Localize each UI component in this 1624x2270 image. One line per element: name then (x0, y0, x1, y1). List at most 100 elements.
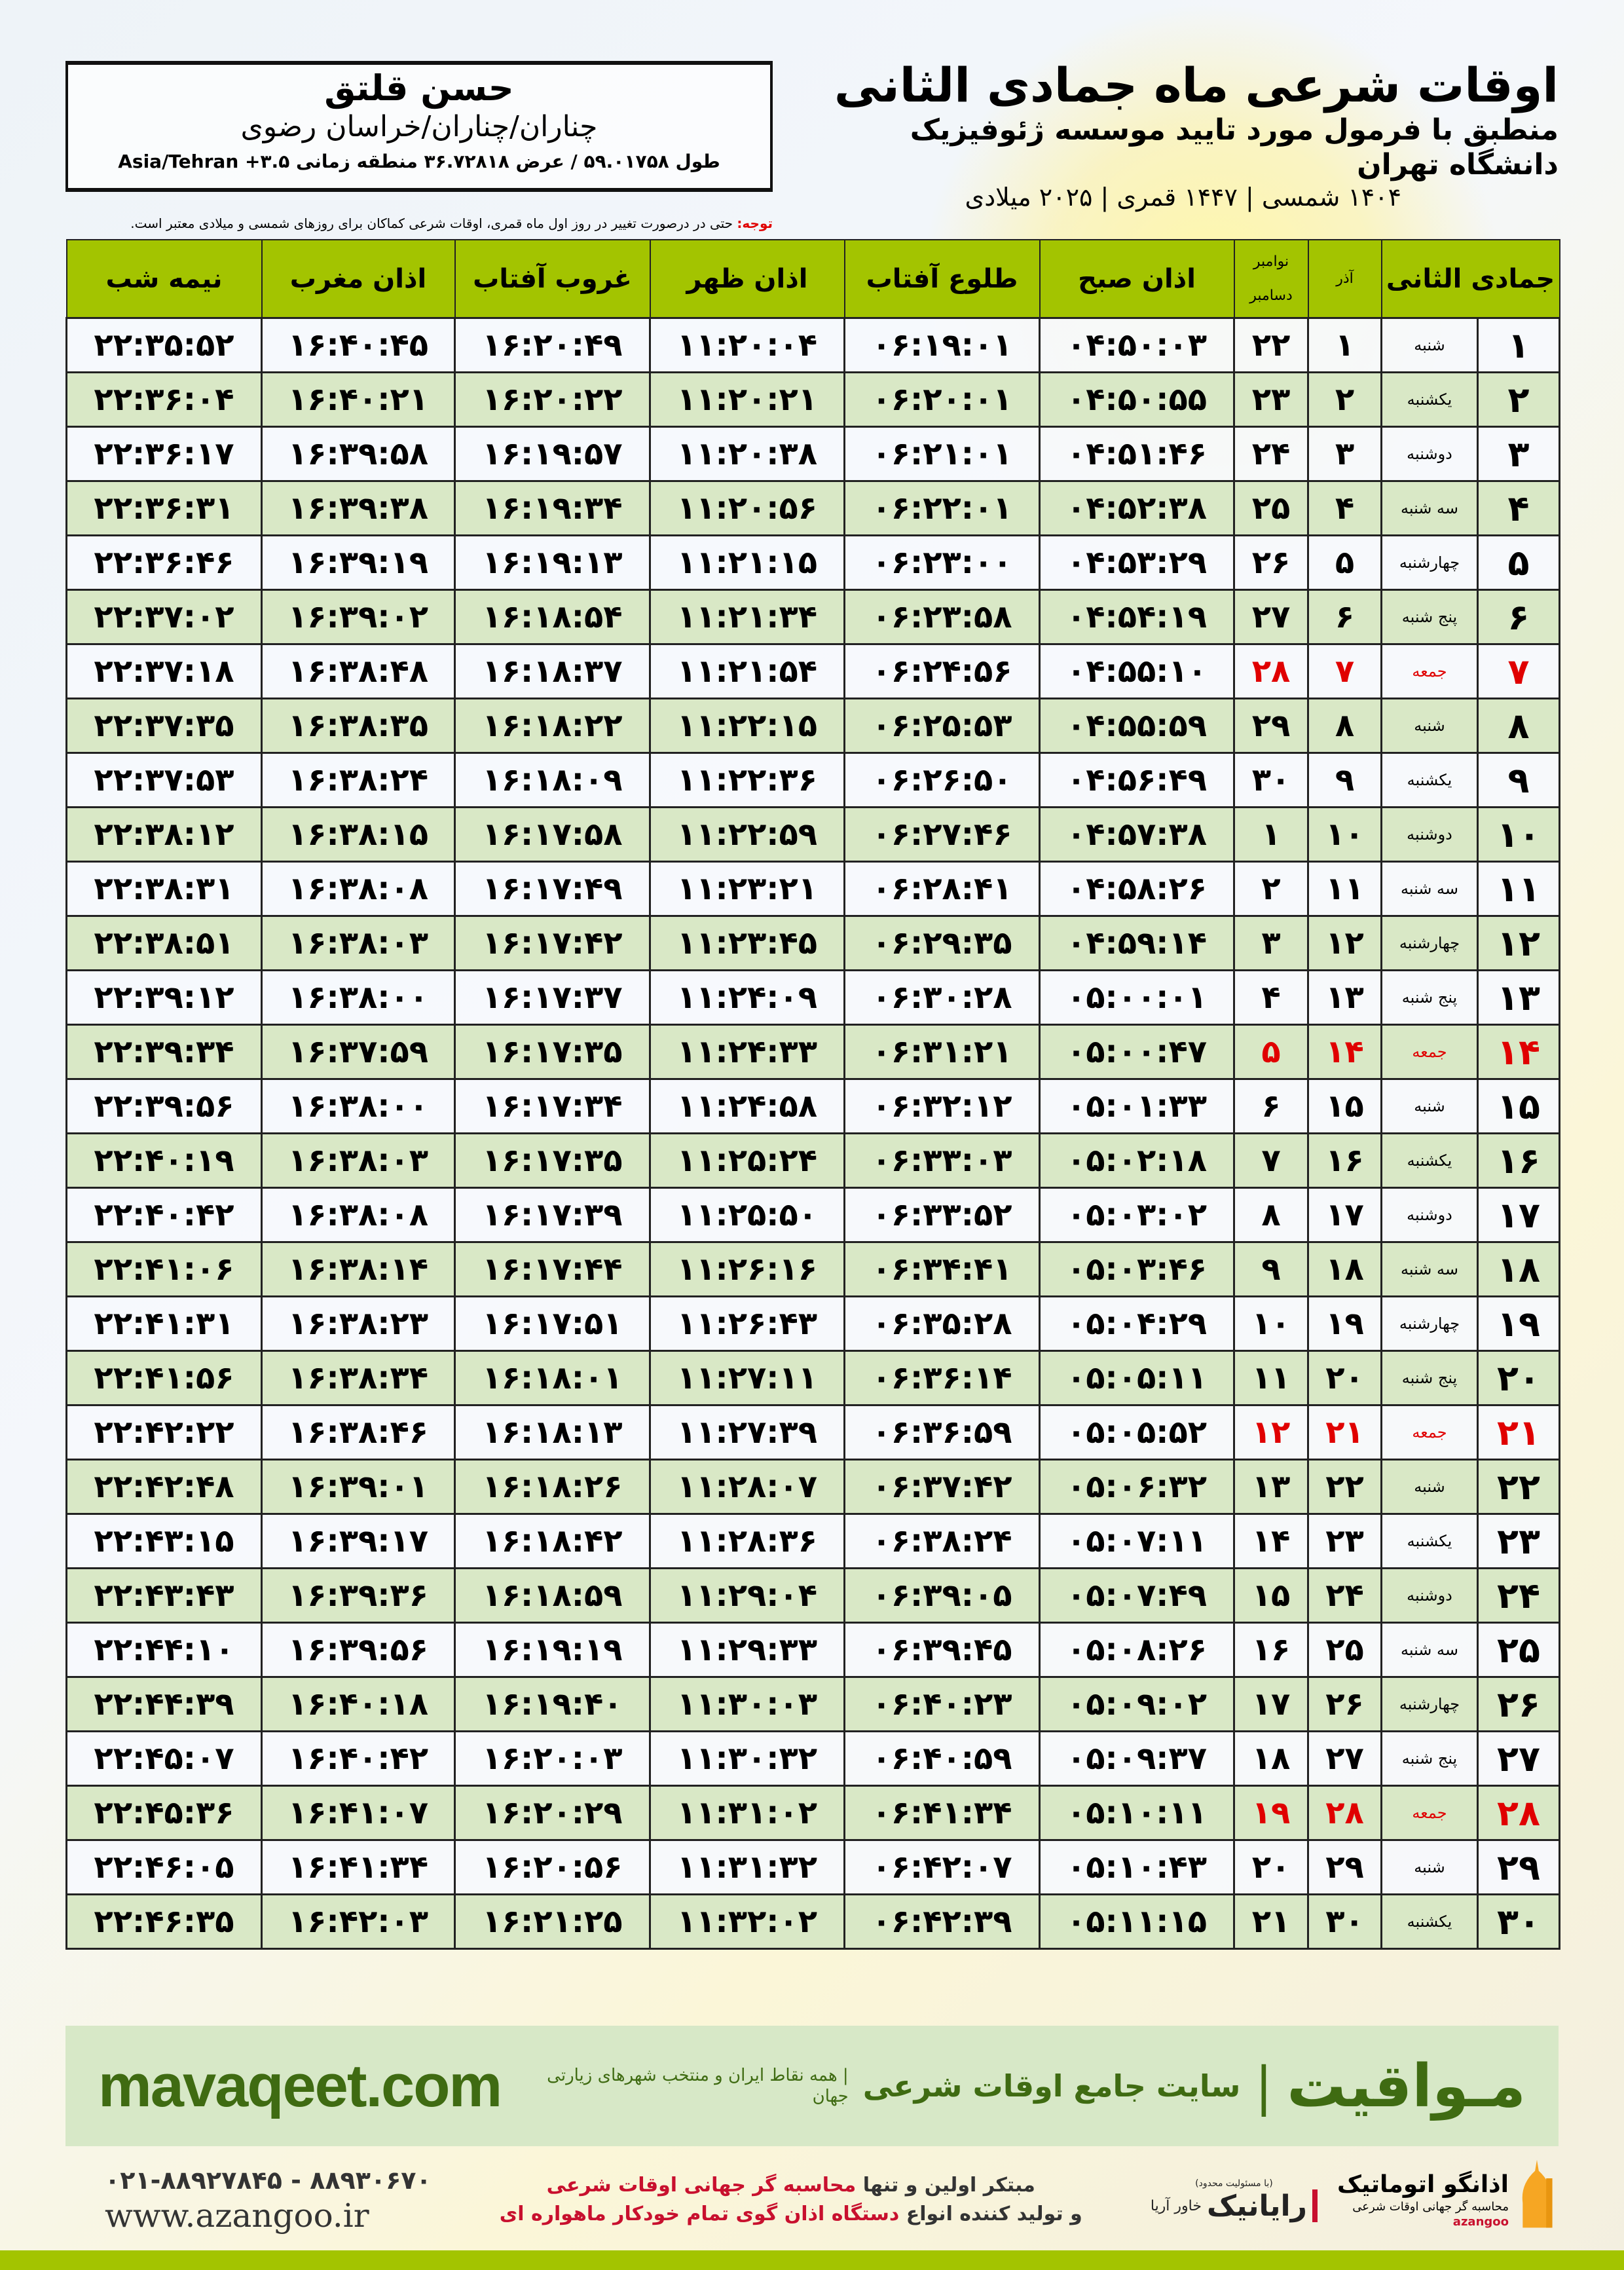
cell-weekday: پنج شنبه (1380, 1350, 1479, 1406)
contact-block: ۰۲۱-۸۸۹۲۷۸۴۵ - ۸۸۹۳۰۶۷۰ www.azangoo.ir (65, 2165, 432, 2235)
cell-dhuhr: ۱۱:۳۰:۳۲ (649, 1730, 845, 1787)
cell-weekday: جمعه (1380, 1404, 1479, 1461)
cell-dhuhr: ۱۱:۲۷:۱۱ (649, 1350, 845, 1406)
cell-azar: ۱۰ (1307, 806, 1382, 863)
cell-maghrib: ۱۶:۴۱:۰۷ (261, 1785, 456, 1841)
cell-midnight: ۲۲:۳۶:۳۱ (65, 480, 263, 536)
cell-sunset: ۱۶:۱۷:۳۴ (454, 1078, 651, 1134)
cell-greg: ۱۰ (1233, 1295, 1309, 1352)
cell-azar: ۵ (1307, 534, 1382, 591)
cell-fajr: ۰۵:۱۱:۱۵ (1039, 1893, 1235, 1950)
cell-sunset: ۱۶:۱۸:۳۷ (454, 643, 651, 699)
cell-sunrise: ۰۶:۲۰:۰۱ (843, 371, 1041, 428)
rayanik-tiny: (با مسئولیت محدود) (1195, 2178, 1273, 2189)
promo-line2-a: و تولید کننده انواع (899, 2203, 1082, 2225)
cell-midnight: ۲۲:۳۶:۱۷ (65, 426, 263, 482)
cell-dhuhr: ۱۱:۲۲:۱۵ (649, 698, 845, 754)
cell-day: ۱۱ (1477, 861, 1560, 917)
phone-numbers: ۰۲۱-۸۸۹۲۷۸۴۵ - ۸۸۹۳۰۶۷۰ (105, 2166, 432, 2195)
cell-fajr: ۰۵:۰۰:۴۷ (1039, 1024, 1235, 1080)
cell-maghrib: ۱۶:۳۸:۰۳ (261, 1132, 456, 1189)
cell-azar: ۱۱ (1307, 861, 1382, 917)
cell-dhuhr: ۱۱:۲۶:۴۳ (649, 1295, 845, 1352)
cell-day: ۱۹ (1477, 1295, 1560, 1352)
cell-day: ۱۵ (1477, 1078, 1560, 1134)
cell-sunrise: ۰۶:۳۶:۱۴ (843, 1350, 1041, 1406)
cell-dhuhr: ۱۱:۲۱:۳۴ (649, 589, 845, 645)
cell-midnight: ۲۲:۴۳:۱۵ (65, 1513, 263, 1569)
cell-day: ۱۲ (1477, 915, 1560, 971)
cell-azar: ۱۲ (1307, 915, 1382, 971)
table-row: ۲۷ پنج شنبه ۲۷ ۱۸ ۰۵:۰۹:۳۷ ۰۶:۴۰:۵۹ ۱۱:۳۰:۳۲ ۱۶… (65, 1730, 1560, 1787)
cell-maghrib: ۱۶:۴۲:۰۳ (261, 1893, 456, 1950)
mosque-dome-icon (1522, 2159, 1553, 2228)
cell-weekday: چهارشنبه (1380, 534, 1479, 591)
cell-midnight: ۲۲:۴۶:۳۵ (65, 1893, 263, 1950)
cell-day: ۹ (1477, 752, 1560, 808)
cell-maghrib: ۱۶:۳۸:۲۴ (261, 752, 456, 808)
cell-azar: ۲ (1307, 371, 1382, 428)
cell-sunrise: ۰۶:۴۲:۰۷ (843, 1839, 1041, 1895)
cell-dhuhr: ۱۱:۲۰:۳۸ (649, 426, 845, 482)
cell-day: ۵ (1477, 534, 1560, 591)
header-maghrib: اذان مغرب (261, 239, 456, 319)
cell-sunset: ۱۶:۱۹:۱۹ (454, 1622, 651, 1678)
table-row: ۲ یکشنبه ۲ ۲۳ ۰۴:۵۰:۵۵ ۰۶:۲۰:۰۱ ۱۱:۲۰:۲۱ ۱۶:۲۰:… (65, 371, 1560, 428)
table-row: ۹ یکشنبه ۹ ۳۰ ۰۴:۵۶:۴۹ ۰۶:۲۶:۵۰ ۱۱:۲۲:۳۶ ۱۶:۱۸:… (65, 752, 1560, 808)
cell-midnight: ۲۲:۳۸:۱۲ (65, 806, 263, 863)
cell-maghrib: ۱۶:۳۸:۰۸ (261, 861, 456, 917)
cell-sunset: ۱۶:۱۸:۵۴ (454, 589, 651, 645)
cell-greg: ۱۱ (1233, 1350, 1309, 1406)
cell-midnight: ۲۲:۳۷:۳۵ (65, 698, 263, 754)
cell-weekday: دوشنبه (1380, 1187, 1479, 1243)
cell-maghrib: ۱۶:۴۰:۴۲ (261, 1730, 456, 1787)
cell-weekday: شنبه (1380, 698, 1479, 754)
cell-sunrise: ۰۶:۲۴:۵۶ (843, 643, 1041, 699)
cell-azar: ۲۱ (1307, 1404, 1382, 1461)
cell-greg: ۲۶ (1233, 534, 1309, 591)
cell-greg: ۳۰ (1233, 752, 1309, 808)
cell-fajr: ۰۴:۵۸:۲۶ (1039, 861, 1235, 917)
header-azar: آذر (1307, 239, 1382, 319)
cell-dhuhr: ۱۱:۳۰:۰۳ (649, 1676, 845, 1732)
cell-midnight: ۲۲:۳۷:۰۲ (65, 589, 263, 645)
cell-day: ۲۳ (1477, 1513, 1560, 1569)
table-row: ۱۶ یکشنبه ۱۶ ۷ ۰۵:۰۲:۱۸ ۰۶:۳۳:۰۳ ۱۱:۲۵:۲۴ ۱۶:۱۷… (65, 1132, 1560, 1189)
cell-sunset: ۱۶:۱۷:۴۴ (454, 1241, 651, 1297)
location-coords: طول ۵۹.۰۱۷۵۸ / عرض ۳۶.۷۲۸۱۸ منطقه زمانی … (118, 151, 720, 172)
table-row: ۲۹ شنبه ۲۹ ۲۰ ۰۵:۱۰:۴۳ ۰۶:۴۲:۰۷ ۱۱:۳۱:۳۲ ۱۶:۲۰:… (65, 1839, 1560, 1895)
cell-maghrib: ۱۶:۳۸:۳۴ (261, 1350, 456, 1406)
cell-day: ۲۶ (1477, 1676, 1560, 1732)
cell-dhuhr: ۱۱:۳۱:۰۲ (649, 1785, 845, 1841)
cell-sunrise: ۰۶:۱۹:۰۱ (843, 317, 1041, 373)
cell-maghrib: ۱۶:۳۹:۱۷ (261, 1513, 456, 1569)
year-line: ۱۴۰۴ شمسی | ۱۴۴۷ قمری | ۲۰۲۵ میلادی (965, 183, 1401, 212)
table-row: ۲۲ شنبه ۲۲ ۱۳ ۰۵:۰۶:۳۲ ۰۶:۳۷:۴۲ ۱۱:۲۸:۰۷ ۱۶:۱۸:… (65, 1459, 1560, 1515)
cell-day: ۲۲ (1477, 1459, 1560, 1515)
cell-dhuhr: ۱۱:۲۱:۵۴ (649, 643, 845, 699)
cell-day: ۲۰ (1477, 1350, 1560, 1406)
cell-azar: ۱۸ (1307, 1241, 1382, 1297)
cell-midnight: ۲۲:۴۲:۴۸ (65, 1459, 263, 1515)
table-row: ۱۳ پنج شنبه ۱۳ ۴ ۰۵:۰۰:۰۱ ۰۶:۳۰:۲۸ ۱۱:۲۴:۰۹ ۱۶:… (65, 969, 1560, 1026)
cell-greg: ۱۳ (1233, 1459, 1309, 1515)
cell-sunset: ۱۶:۱۸:۱۳ (454, 1404, 651, 1461)
cell-sunrise: ۰۶:۲۵:۵۳ (843, 698, 1041, 754)
cell-azar: ۲۲ (1307, 1459, 1382, 1515)
cell-day: ۷ (1477, 643, 1560, 699)
header-dec: دسامبر (1249, 287, 1293, 304)
cell-fajr: ۰۵:۰۳:۰۲ (1039, 1187, 1235, 1243)
cell-azar: ۹ (1307, 752, 1382, 808)
cell-dhuhr: ۱۱:۲۴:۰۹ (649, 969, 845, 1026)
mavaqeet-site-link[interactable]: mavaqeet.com (98, 2052, 502, 2119)
cell-maghrib: ۱۶:۳۷:۵۹ (261, 1024, 456, 1080)
cell-midnight: ۲۲:۳۶:۴۶ (65, 534, 263, 591)
cell-fajr: ۰۴:۵۱:۴۶ (1039, 426, 1235, 482)
table-row: ۷ جمعه ۷ ۲۸ ۰۴:۵۵:۱۰ ۰۶:۲۴:۵۶ ۱۱:۲۱:۵۴ ۱۶:۱۸:۳۷… (65, 643, 1560, 699)
cell-sunrise: ۰۶:۲۳:۵۸ (843, 589, 1041, 645)
cell-maghrib: ۱۶:۳۹:۳۸ (261, 480, 456, 536)
azangoo-website-link[interactable]: www.azangoo.ir (105, 2197, 369, 2235)
cell-weekday: دوشنبه (1380, 1567, 1479, 1624)
cell-dhuhr: ۱۱:۲۲:۳۶ (649, 752, 845, 808)
cell-fajr: ۰۵:۰۹:۳۷ (1039, 1730, 1235, 1787)
